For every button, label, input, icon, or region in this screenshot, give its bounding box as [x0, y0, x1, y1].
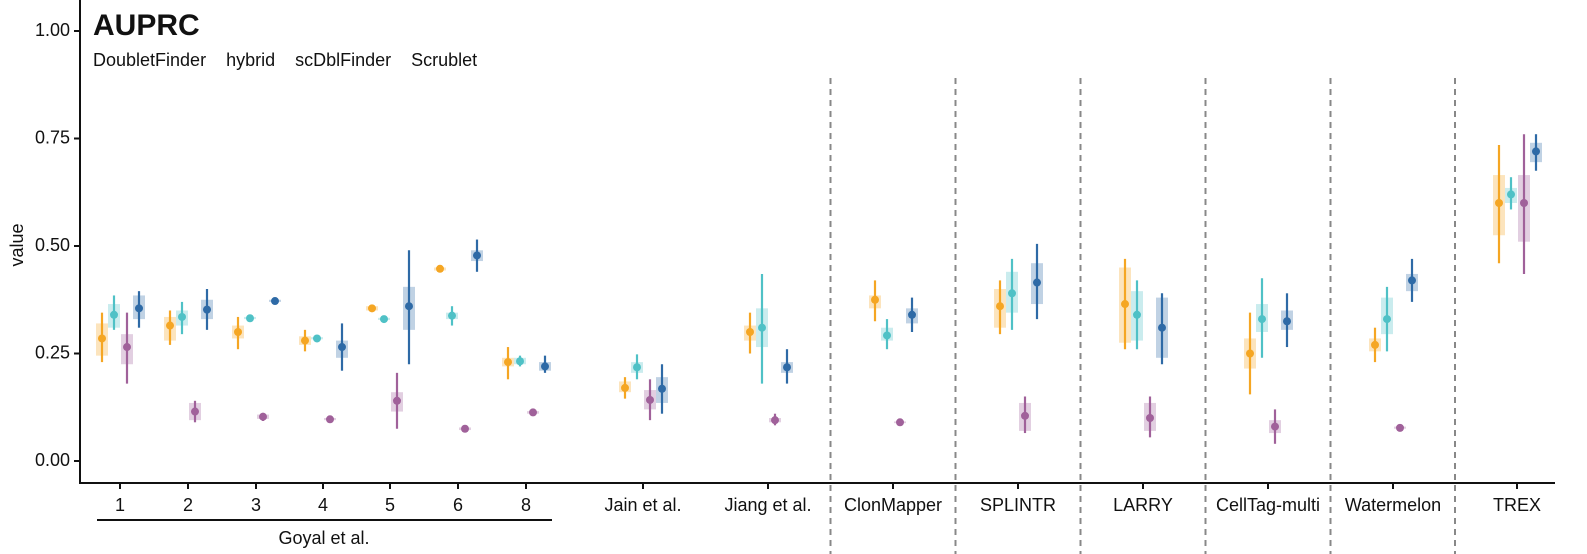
x-tick-label: Jiang et al.: [724, 495, 811, 515]
x-tick-label: 6: [453, 495, 463, 515]
median-point: [621, 383, 629, 392]
y-tick-label: 0.25: [35, 342, 70, 362]
x-tick-label: 8: [521, 495, 531, 515]
median-point: [1258, 315, 1266, 324]
median-point: [1408, 276, 1416, 285]
legend-entry: hybrid: [226, 50, 275, 70]
x-tick-label: CellTag-multi: [1216, 495, 1320, 515]
median-point: [1271, 422, 1279, 431]
group-label: Goyal et al.: [278, 528, 369, 548]
median-point: [896, 418, 904, 427]
x-tick-label: SPLINTR: [980, 495, 1056, 515]
y-tick-label: 0.00: [35, 450, 70, 470]
median-point: [1033, 278, 1041, 287]
median-point: [1121, 300, 1129, 309]
median-point: [1158, 323, 1166, 332]
median-point: [338, 343, 346, 352]
median-point: [368, 304, 376, 313]
median-point: [301, 336, 309, 345]
median-point: [1495, 199, 1503, 207]
median-point: [1507, 190, 1515, 199]
median-point: [504, 358, 512, 367]
median-point: [658, 384, 666, 393]
median-point: [516, 357, 524, 366]
median-point: [135, 304, 143, 313]
median-point: [646, 395, 654, 404]
median-point: [110, 310, 118, 319]
median-point: [871, 295, 879, 304]
median-point: [1383, 315, 1391, 324]
median-point: [1021, 411, 1029, 420]
median-point: [191, 407, 199, 416]
median-point: [461, 424, 469, 433]
median-point: [405, 302, 413, 311]
x-tick-label: 3: [251, 495, 261, 515]
median-point: [98, 334, 106, 343]
median-point: [529, 408, 537, 417]
median-point: [326, 415, 334, 424]
median-point: [203, 305, 211, 314]
median-point: [123, 343, 131, 352]
median-point: [380, 315, 388, 324]
legend-entry: scDblFinder: [295, 50, 391, 70]
median-point: [1371, 340, 1379, 349]
legend-entry: Scrublet: [411, 50, 477, 70]
x-tick-label: LARRY: [1113, 495, 1173, 515]
median-point: [996, 302, 1004, 311]
median-point: [1283, 317, 1291, 326]
median-point: [234, 328, 242, 336]
x-tick-label: ClonMapper: [844, 495, 942, 515]
y-axis-label: value: [7, 223, 27, 266]
median-point: [1396, 423, 1404, 432]
legend-entry: DoubletFinder: [93, 50, 206, 70]
x-tick-label: Watermelon: [1345, 495, 1441, 515]
median-point: [633, 363, 641, 372]
median-point: [908, 310, 916, 319]
median-point: [758, 323, 766, 332]
median-point: [393, 396, 401, 405]
x-tick-label: 5: [385, 495, 395, 515]
median-point: [746, 328, 754, 336]
median-point: [271, 297, 279, 306]
y-tick-label: 0.75: [35, 127, 70, 147]
median-point: [313, 334, 321, 343]
median-point: [1246, 349, 1254, 358]
y-tick-label: 0.50: [35, 235, 70, 255]
x-tick-label: TREX: [1493, 495, 1541, 515]
median-point: [436, 264, 444, 273]
chart-title: AUPRC: [93, 9, 200, 42]
median-point: [1133, 310, 1141, 319]
median-point: [448, 311, 456, 320]
median-point: [473, 251, 481, 260]
x-tick-label: 4: [318, 495, 328, 515]
y-tick-label: 1.00: [35, 20, 70, 40]
median-point: [1008, 289, 1016, 298]
median-point: [166, 321, 174, 330]
x-tick-label: Jain et al.: [604, 495, 681, 515]
median-point: [783, 363, 791, 372]
x-tick-label: 1: [115, 495, 125, 515]
median-point: [1146, 414, 1154, 422]
median-point: [771, 416, 779, 425]
median-point: [178, 312, 186, 321]
median-point: [883, 331, 891, 340]
median-point: [246, 314, 254, 323]
median-point: [1532, 147, 1540, 156]
median-point: [1520, 199, 1528, 207]
median-point: [541, 362, 549, 371]
median-point: [259, 412, 267, 421]
x-tick-label: 2: [183, 495, 193, 515]
